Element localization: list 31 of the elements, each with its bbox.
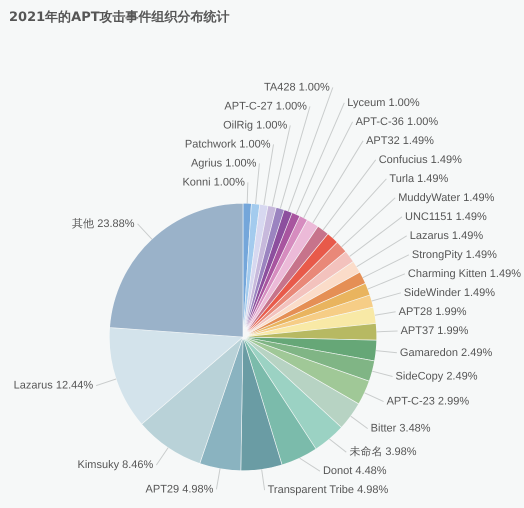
- slice-label: Turla 1.49%: [389, 172, 449, 185]
- chart-title: 2021年的APT攻击事件组织分布统计: [9, 8, 230, 26]
- slice-label: APT-C-23 2.99%: [386, 396, 470, 408]
- slice-label: SideWinder 1.49%: [404, 286, 496, 299]
- slice-label: 其他 23.88%: [72, 216, 135, 230]
- slice-label: Bitter 3.48%: [370, 422, 431, 435]
- slice-label: Kimsuky 8.46%: [78, 459, 154, 472]
- slice-label: TA428 1.00%: [264, 81, 330, 94]
- slice-label: Transparent Tribe 4.98%: [268, 484, 388, 496]
- slice-label: UNC1151 1.49%: [405, 210, 487, 223]
- slice-label: Patchwork 1.00%: [184, 138, 271, 150]
- slice-label: 未命名 3.98%: [349, 445, 417, 458]
- slice-label: Agrius 1.00%: [190, 157, 257, 170]
- slice-label: Donot 4.48%: [322, 465, 387, 478]
- slice-label: Lazarus 1.49%: [410, 230, 484, 242]
- slice-label: APT37 1.99%: [400, 325, 469, 338]
- slice-label: Lyceum 1.00%: [347, 96, 420, 109]
- slice-label: Lazarus 12.44%: [14, 380, 94, 392]
- slice-label: APT-C-27 1.00%: [224, 100, 308, 112]
- slice-label: APT-C-36 1.00%: [356, 116, 438, 128]
- slice-label: Gamaredon 2.49%: [400, 346, 492, 359]
- slice-label: APT32 1.49%: [366, 134, 434, 147]
- slice-label: Konni 1.00%: [182, 176, 246, 188]
- slice-label: APT28 1.99%: [398, 306, 467, 318]
- slice-label: StrongPity 1.49%: [412, 248, 498, 261]
- slice-label: Charming Kitten 1.49%: [408, 268, 522, 280]
- slice-label: OilRig 1.00%: [223, 119, 288, 132]
- slice-label: SideCopy 2.49%: [396, 370, 478, 383]
- slice-label: Confucius 1.49%: [378, 154, 462, 166]
- slice-label: MuddyWater 1.49%: [398, 192, 495, 204]
- slice-label: APT29 4.98%: [146, 483, 214, 496]
